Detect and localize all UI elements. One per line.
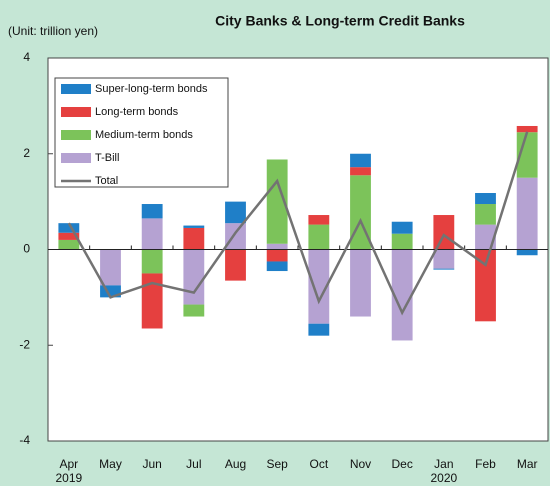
bar: [516, 177, 538, 250]
y-axis-label: (Unit: trillion yen): [8, 24, 98, 38]
y-tick-label: -2: [19, 337, 30, 351]
bar: [516, 249, 538, 256]
bar: [350, 167, 371, 176]
bar: [100, 249, 121, 286]
x-tick-label: Jan: [434, 457, 453, 471]
bar: [308, 215, 330, 225]
bar: [475, 224, 496, 250]
bar: [308, 323, 330, 336]
legend-label: Long-term bonds: [95, 106, 179, 118]
x-tick-label: Mar: [517, 457, 538, 471]
x-tick-label: Jul: [186, 457, 201, 471]
bar: [433, 215, 455, 250]
bar: [225, 223, 246, 250]
bar: [58, 223, 80, 233]
y-tick-label: 0: [23, 242, 30, 256]
x-tick-label: Aug: [225, 457, 246, 471]
bar: [141, 249, 163, 274]
bar: [516, 125, 538, 133]
bar: [475, 204, 496, 225]
y-tick-label: 4: [23, 50, 30, 64]
bar: [141, 273, 163, 329]
legend-swatch: [61, 107, 91, 117]
bar: [58, 232, 80, 240]
x-tick-label: Oct: [309, 457, 328, 471]
bar: [308, 249, 330, 324]
legend-swatch: [61, 153, 91, 163]
bar: [391, 249, 413, 341]
y-tick-label: 2: [23, 146, 30, 160]
bar: [141, 204, 163, 219]
bar: [183, 249, 205, 305]
bar: [266, 261, 288, 272]
y-tick-label: -4: [19, 433, 30, 447]
bar: [350, 249, 371, 317]
bar: [391, 221, 413, 234]
bar: [433, 249, 455, 269]
bar: [141, 218, 163, 250]
bar: [183, 225, 205, 228]
chart-title: City Banks & Long-term Credit Banks: [215, 13, 465, 29]
bar: [225, 201, 246, 224]
bar: [183, 227, 205, 250]
year-label: 2020: [430, 471, 457, 485]
legend-swatch: [61, 84, 91, 94]
bar: [433, 268, 455, 270]
bar: [308, 224, 330, 250]
bar: [516, 132, 538, 178]
bar: [266, 249, 288, 262]
bar: [100, 285, 121, 298]
bar: [350, 153, 371, 168]
legend-label: T-Bill: [95, 152, 119, 164]
legend-swatch: [61, 130, 91, 140]
x-tick-label: Dec: [391, 457, 412, 471]
bar: [266, 243, 288, 250]
bar: [58, 239, 80, 250]
x-tick-label: Jun: [142, 457, 161, 471]
bar: [266, 159, 288, 244]
bar: [391, 233, 413, 250]
legend-label: Medium-term bonds: [95, 129, 193, 141]
total-line: [67, 131, 529, 316]
x-tick-label: May: [99, 457, 122, 471]
x-tick-label: Feb: [475, 457, 496, 471]
legend-label: Total: [95, 175, 118, 187]
x-tick-label: Nov: [350, 457, 371, 471]
bar: [475, 193, 496, 205]
legend-label: Super-long-term bonds: [95, 83, 208, 95]
x-tick-label: Sep: [266, 457, 288, 471]
year-label: 2019: [55, 471, 82, 485]
bar: [475, 249, 496, 322]
x-tick-label: Apr: [59, 457, 78, 471]
bar: [225, 249, 246, 281]
bar: [183, 304, 205, 317]
